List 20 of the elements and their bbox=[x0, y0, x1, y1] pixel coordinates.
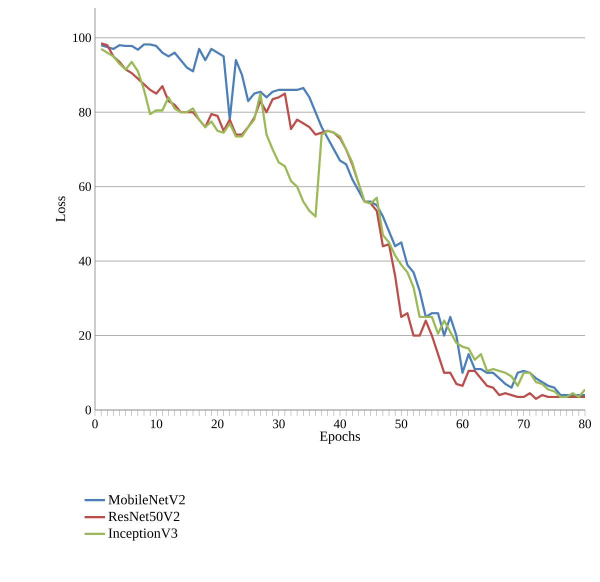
y-tick-label: 100 bbox=[73, 33, 91, 42]
y-tick-label: 0 bbox=[86, 406, 91, 414]
y-tick-label: 40 bbox=[78, 256, 91, 266]
x-tick-label: 80 bbox=[579, 420, 591, 428]
x-tick-label: 30 bbox=[272, 420, 285, 428]
legend-label: InceptionV3 bbox=[108, 528, 178, 541]
y-tick-label: 60 bbox=[79, 182, 91, 192]
x-tick-label: 10 bbox=[150, 420, 162, 428]
legend-label: MobileNetV2 bbox=[108, 494, 185, 504]
x-tick-label: 70 bbox=[518, 420, 530, 428]
y-axis-title: Loss bbox=[56, 196, 66, 222]
x-tick-label: 60 bbox=[456, 420, 468, 428]
x-tick-label: 50 bbox=[396, 420, 408, 428]
y-tick-label: 80 bbox=[79, 108, 91, 117]
y-tick-label: 20 bbox=[79, 331, 91, 340]
x-tick-label: 20 bbox=[212, 420, 224, 428]
x-axis-title: Epochs bbox=[320, 431, 360, 444]
x-tick-label: 0 bbox=[92, 420, 98, 428]
x-tick-label: 40 bbox=[334, 420, 346, 428]
legend-label: ResNet50V2 bbox=[108, 512, 180, 522]
